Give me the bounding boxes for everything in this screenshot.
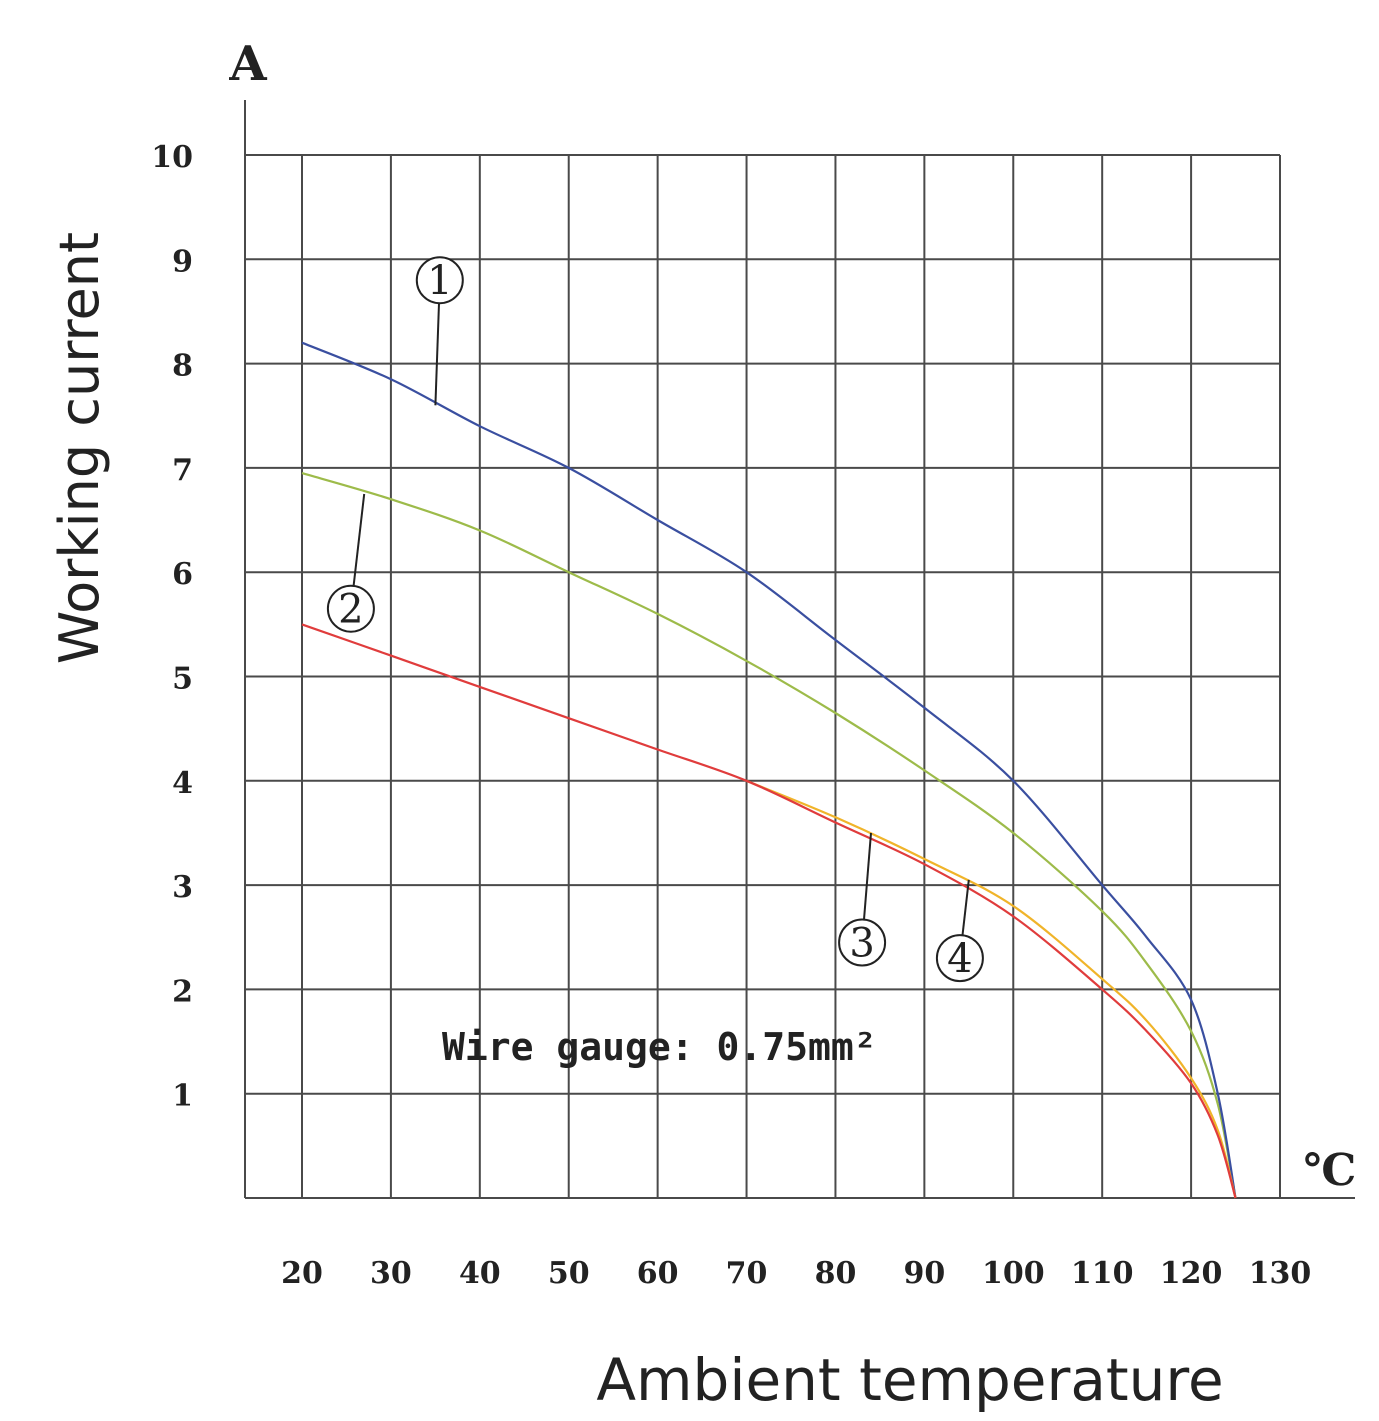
wire-gauge-note: Wire gauge: 0.75mm² xyxy=(442,1025,877,1069)
x-unit-label: ℃ xyxy=(1304,1145,1357,1196)
x-tick-label: 60 xyxy=(637,1256,679,1291)
y-tick-label: 5 xyxy=(172,662,193,697)
y-tick-label: 9 xyxy=(172,244,193,279)
x-tick-label: 20 xyxy=(281,1256,323,1291)
series-line-1 xyxy=(302,343,1236,1198)
series-group xyxy=(302,343,1236,1198)
y-tick-label: 3 xyxy=(172,870,193,905)
x-tick-label: 90 xyxy=(903,1256,945,1291)
x-tick-label: 30 xyxy=(370,1256,412,1291)
x-tick-label: 70 xyxy=(726,1256,768,1291)
y-tick-labels: 1 2 3 4 5 6 7 8 9 10 xyxy=(151,140,193,1114)
x-tick-label: 40 xyxy=(459,1256,501,1291)
marker-leader-line xyxy=(435,303,439,405)
x-tick-label: 110 xyxy=(1071,1256,1134,1291)
y-axis-title: Working current xyxy=(48,232,111,664)
x-tick-label: 130 xyxy=(1249,1256,1312,1291)
y-tick-label: 2 xyxy=(172,974,193,1009)
y-tick-label: 8 xyxy=(172,349,193,384)
y-tick-label: 7 xyxy=(172,453,193,488)
marker-label: 4 xyxy=(947,936,972,982)
marker-leader-line xyxy=(864,833,871,920)
x-tick-label: 50 xyxy=(548,1256,590,1291)
x-tick-label: 100 xyxy=(982,1256,1045,1291)
series-marker-4: 4 xyxy=(937,880,983,982)
x-tick-label: 80 xyxy=(815,1256,857,1291)
y-tick-label: 6 xyxy=(172,557,193,592)
marker-label: 1 xyxy=(427,258,452,304)
marker-leader-line xyxy=(963,880,969,935)
x-tick-label: 120 xyxy=(1160,1256,1223,1291)
marker-label: 2 xyxy=(338,587,363,633)
y-unit-label: A xyxy=(228,36,267,92)
x-axis-title: Ambient temperature xyxy=(596,1346,1223,1414)
series-marker-3: 3 xyxy=(839,833,885,967)
y-tick-label: 4 xyxy=(172,766,193,801)
x-tick-labels: 20 30 40 50 60 70 80 90 100 110 120 130 xyxy=(281,1256,1311,1291)
marker-label: 3 xyxy=(849,921,874,967)
series-markers: 1 2 3 4 xyxy=(328,257,983,982)
series-line-3 xyxy=(302,624,1236,1198)
y-tick-label: 1 xyxy=(172,1079,193,1114)
series-marker-1: 1 xyxy=(417,257,463,405)
series-marker-2: 2 xyxy=(328,494,374,633)
series-line-2 xyxy=(302,473,1236,1198)
y-tick-label: 10 xyxy=(151,140,193,175)
